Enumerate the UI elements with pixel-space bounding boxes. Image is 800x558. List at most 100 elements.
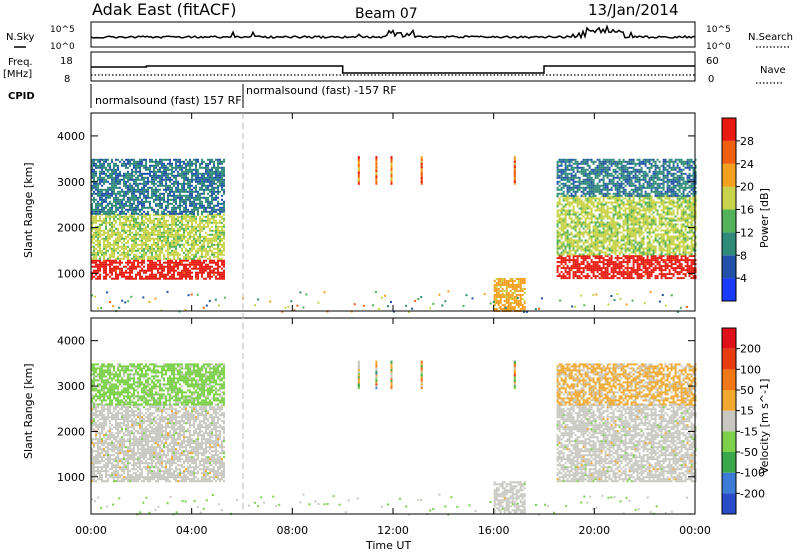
data-cell: [173, 238, 175, 240]
data-cell: [159, 159, 161, 161]
data-cell: [569, 269, 571, 271]
data-cell: [693, 277, 695, 279]
data-cell: [601, 275, 603, 277]
data-cell: [645, 224, 647, 226]
data-cell: [589, 263, 591, 265]
data-cell: [181, 272, 183, 274]
data-cell: [199, 250, 201, 252]
data-cell: [149, 256, 151, 258]
data-cell: [181, 165, 183, 167]
data-cell: [567, 224, 569, 226]
data-cell: [593, 252, 595, 254]
data-cell: [133, 163, 135, 165]
data-cell: [187, 264, 189, 266]
data-cell: [579, 228, 581, 230]
data-cell: [145, 218, 147, 220]
data-cell: [563, 267, 565, 269]
data-cell: [189, 250, 191, 252]
data-cell: [637, 204, 639, 206]
data-cell: [181, 201, 183, 203]
data-cell: [643, 261, 645, 263]
data-cell: [667, 234, 669, 236]
data-cell: [125, 278, 127, 280]
data-cell: [171, 195, 173, 197]
data-cell: [653, 252, 655, 254]
data-cell: [611, 224, 613, 226]
data-cell: [197, 199, 199, 201]
data-cell: [157, 278, 159, 280]
data-cell: [105, 276, 107, 278]
data-cell: [625, 198, 627, 200]
data-cell: [169, 193, 171, 195]
data-cell: [155, 173, 157, 175]
data-cell: [145, 181, 147, 183]
data-cell: [605, 214, 607, 216]
data-cell: [639, 218, 641, 220]
data-cell: [637, 232, 639, 234]
data-cell: [131, 244, 133, 246]
data-cell: [595, 200, 597, 202]
data-cell: [617, 198, 619, 200]
data-cell: [101, 252, 103, 254]
data-cell: [159, 236, 161, 238]
data-cell: [609, 277, 611, 279]
data-cell: [95, 244, 97, 246]
data-cell: [625, 220, 627, 222]
data-cell: [171, 232, 173, 234]
data-cell: [131, 252, 133, 254]
data-cell: [211, 175, 213, 177]
data-cell: [603, 210, 605, 212]
data-cell: [219, 242, 221, 244]
data-cell: [113, 211, 115, 213]
data-cell: [211, 246, 213, 248]
data-cell: [109, 183, 111, 185]
data-cell: [107, 189, 109, 191]
data-cell: [215, 199, 217, 201]
data-cell: [589, 232, 591, 234]
data-cell: [639, 198, 641, 200]
data-cell: [151, 193, 153, 195]
data-cell: [179, 244, 181, 246]
data-cell: [669, 257, 671, 259]
data-cell: [577, 218, 579, 220]
data-cell: [629, 248, 631, 250]
data-cell: [151, 161, 153, 163]
data-cell: [171, 240, 173, 242]
data-cell: [113, 183, 115, 185]
data-cell: [139, 276, 141, 278]
data-cell: [121, 254, 123, 256]
data-cell: [205, 256, 207, 258]
data-cell: [613, 196, 615, 198]
data-cell: [131, 189, 133, 191]
beam-label: Beam 07: [355, 6, 418, 22]
data-cell: [187, 226, 189, 228]
data-cell: [111, 260, 113, 262]
data-cell: [151, 232, 153, 234]
data-cell: [595, 230, 597, 232]
data-cell: [191, 185, 193, 187]
data-cell: [215, 191, 217, 193]
data-cell: [99, 230, 101, 232]
data-cell: [498, 300, 500, 302]
data-cell: [557, 252, 559, 254]
data-cell: [183, 167, 185, 169]
data-cell: [185, 268, 187, 270]
data-cell: [165, 181, 167, 183]
data-cell: [589, 228, 591, 230]
data-cell: [191, 224, 193, 226]
data-cell: [585, 212, 587, 214]
data-cell: [649, 238, 651, 240]
data-cell: [151, 260, 153, 262]
data-cell: [113, 177, 115, 179]
data-cell: [691, 259, 693, 261]
data-cell: [522, 282, 524, 284]
data-cell: [133, 181, 135, 183]
data-cell: [563, 261, 565, 263]
data-cell: [149, 218, 151, 220]
data-cell: [621, 200, 623, 202]
nsky-trace: [91, 27, 695, 39]
data-cell: [623, 240, 625, 242]
data-cell: [663, 238, 665, 240]
data-cell: [165, 222, 167, 224]
data-cell: [151, 278, 153, 280]
